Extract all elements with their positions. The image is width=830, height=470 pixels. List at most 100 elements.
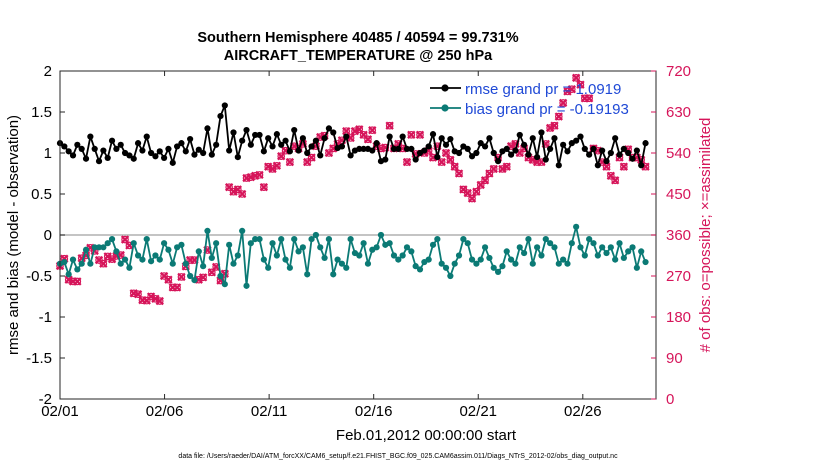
rmse-point [260,148,267,155]
y-tick-label: 1.5 [31,104,52,121]
y-tick-label: -0.5 [26,268,52,285]
bias-point [599,244,606,251]
obs-x-stroke [606,171,616,180]
bias-point [321,254,328,262]
rmse-point [620,145,627,152]
bias-point [273,252,280,259]
bias-point [204,227,211,234]
bias-point [542,236,549,243]
rmse-point [455,149,463,157]
obs-x-stroke [441,148,451,158]
obs-assimilated-marker [363,135,373,144]
obs-x-stroke [307,153,316,162]
obs-possible-marker [459,185,468,194]
rmse-point [421,147,428,154]
bias-point [239,227,246,234]
rmse-point [299,135,306,142]
bias-point [434,236,441,243]
rmse-point [195,146,202,153]
bias-point [187,272,194,280]
bias-point [74,266,81,273]
obs-possible-marker [134,290,142,299]
bias-point [299,244,306,251]
rmse-point [464,145,471,152]
x-tick-label: 02/21 [459,403,497,420]
bias-point [564,260,571,267]
rmse-point [347,152,354,159]
y2-tick-label: 720 [666,63,691,80]
obs-assimilated-marker [441,148,451,158]
rmse-point [538,129,545,136]
rmse-point [87,133,94,140]
obs-possible-marker [511,140,520,148]
obs-assimilated-marker [498,164,507,174]
bias-point [625,248,632,255]
obs-possible-marker [572,74,580,82]
rmse-point [551,135,558,142]
bias-point [221,281,228,288]
obs-assimilated-marker [229,187,238,196]
rmse-point [408,145,415,152]
bias-point [581,252,588,259]
obs-x-stroke [584,94,594,103]
bias-point [551,244,558,251]
rmse-point [438,135,445,142]
bias-point [82,246,90,253]
obs-assimilated-marker [146,292,156,301]
rmse-point [330,129,337,136]
obs-x-stroke [146,292,156,301]
rmse-point [369,147,376,154]
obs-possible-marker [502,162,511,171]
bias-point [568,240,575,247]
obs-possible-marker [303,158,312,166]
y2-tick-label: 450 [666,186,691,203]
obs-possible-marker [95,256,103,264]
y-tick-label: 0 [44,227,52,244]
obs-assimilated-marker [259,182,269,192]
rmse-point [473,149,480,157]
obs-possible-marker [73,277,82,286]
obs-x-stroke [602,162,611,171]
rmse-point [152,153,159,160]
obs-assimilated-marker [99,259,108,268]
obs-x-stroke [472,187,481,196]
obs-possible-marker [364,135,372,144]
obs-x-stroke [103,252,112,261]
bias-point [547,240,554,247]
obs-assimilated-marker [402,157,412,167]
rmse-point [399,133,406,140]
rmse-point [442,141,450,148]
bias-point [134,252,142,259]
bias-point [494,268,502,275]
rmse-point [269,143,276,150]
obs-assimilated-marker [415,130,425,139]
obs-possible-marker [455,169,463,178]
obs-assimilated-marker [64,275,73,284]
obs-assimilated-marker [545,123,555,133]
x-tick-label: 02/06 [146,403,184,420]
obs-x-stroke [177,272,186,282]
bias-point [403,244,411,251]
obs-x-stroke [237,189,247,199]
bias-point [603,249,610,257]
obs-assimilated-marker [237,189,247,199]
rmse-point [512,147,519,154]
y2-tick-label: 180 [666,309,691,326]
y-tick-label: -1.5 [26,350,52,367]
bias-point [217,272,224,280]
bias-point [108,236,116,243]
bias-point [100,244,107,251]
obs-x-stroke [164,275,173,284]
bias-point [516,244,523,251]
obs-possible-marker [550,121,559,130]
x-tick-label: 02/01 [41,403,79,420]
y2-tick-label: 630 [666,104,691,121]
bias-point [395,256,402,263]
obs-assimilated-marker [368,126,377,135]
bias-point [65,271,72,278]
legend: rmse grand pr = 1.0919 bias grand pr = -… [430,81,629,118]
rmse-point [447,135,454,143]
obs-assimilated-marker [164,275,173,284]
obs-x-stroke [385,121,394,130]
rmse-point [629,155,636,162]
